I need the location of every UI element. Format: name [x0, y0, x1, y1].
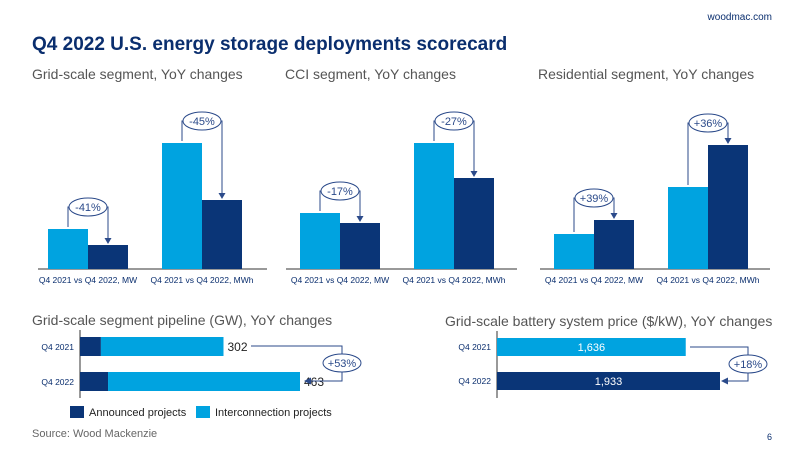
bar-interconnection — [100, 337, 224, 356]
bar-q4-2021 — [668, 187, 708, 269]
category-label: Q4 2021 vs Q4 2022, MWh — [657, 275, 760, 285]
category-label: Q4 2021 — [41, 342, 74, 352]
change-annotation-label: -17% — [327, 186, 353, 198]
arrow-icon — [610, 213, 618, 219]
bar-interconnection — [108, 372, 301, 391]
change-annotation-label: -45% — [189, 116, 215, 128]
arrow-icon — [304, 377, 311, 385]
category-label: Q4 2021 vs Q4 2022, MW — [291, 275, 389, 285]
category-label: Q4 2021 — [458, 342, 491, 352]
bar-q4-2022 — [454, 178, 494, 269]
chart-title-price: Grid-scale battery system price ($/kW), … — [445, 313, 773, 329]
change-annotation-ellipse — [434, 111, 474, 131]
category-label: Q4 2022 — [458, 376, 491, 386]
chart-title-pipeline: Grid-scale segment pipeline (GW), YoY ch… — [32, 312, 333, 328]
bar-price — [497, 338, 686, 356]
change-annotation-label: -27% — [441, 116, 467, 128]
arrow-icon — [356, 216, 364, 222]
bar-q4-2022 — [708, 145, 748, 269]
change-annotation-ellipse — [182, 111, 222, 131]
category-label: Q4 2021 vs Q4 2022, MW — [545, 275, 643, 285]
page-title: Q4 2022 U.S. energy storage deployments … — [32, 34, 508, 55]
change-annotation-ellipse — [574, 188, 614, 208]
brand-url[interactable]: woodmac.com — [707, 12, 772, 23]
category-label: Q4 2021 vs Q4 2022, MWh — [403, 275, 506, 285]
value-label: 1,636 — [578, 342, 606, 354]
category-label: Q4 2022 — [41, 377, 74, 387]
page-number: 6 — [766, 432, 772, 442]
value-label: 1,933 — [595, 376, 623, 388]
bar-price — [497, 372, 720, 390]
bar-q4-2022 — [340, 223, 380, 269]
change-annotation-label: -41% — [75, 202, 101, 214]
bar-q4-2021 — [554, 234, 594, 269]
price-change-label: +18% — [734, 359, 763, 371]
legend-swatch-announced — [70, 406, 84, 418]
arrow-icon — [724, 138, 732, 144]
arrow-icon — [104, 238, 112, 244]
arrow-icon — [470, 171, 478, 177]
bar-q4-2022 — [594, 220, 634, 269]
chart-title-grid: Grid-scale segment, YoY changes — [32, 66, 243, 82]
bar-announced — [80, 372, 109, 391]
pipeline-change-ellipse — [322, 353, 362, 373]
change-annotation-label: +39% — [580, 193, 609, 205]
legend-label-announced: Announced projects — [89, 407, 187, 419]
legend-label-interconnection: Interconnection projects — [215, 407, 332, 419]
chart-title-residential: Residential segment, YoY changes — [538, 66, 755, 82]
bar-q4-2021 — [414, 143, 454, 269]
source-note: Source: Wood Mackenzie — [32, 428, 158, 440]
bar-q4-2022 — [202, 200, 242, 269]
pipeline-change-label: +53% — [328, 358, 357, 370]
change-annotation-ellipse — [688, 113, 728, 133]
arrow-icon — [218, 193, 226, 199]
category-label: Q4 2021 vs Q4 2022, MW — [39, 275, 137, 285]
price-change-ellipse — [728, 354, 768, 374]
bar-q4-2021 — [300, 213, 340, 269]
change-annotation-ellipse — [320, 181, 360, 201]
change-annotation-label: +36% — [694, 118, 723, 130]
total-label: 302 — [227, 340, 247, 354]
bar-q4-2021 — [162, 143, 202, 269]
change-annotation-ellipse — [68, 197, 108, 217]
legend-swatch-interconnection — [196, 406, 210, 418]
arrow-icon — [721, 377, 728, 385]
category-label: Q4 2021 vs Q4 2022, MWh — [151, 275, 254, 285]
bar-q4-2022 — [88, 245, 128, 269]
bar-q4-2021 — [48, 229, 88, 269]
bar-announced — [80, 337, 101, 356]
chart-title-cci: CCI segment, YoY changes — [285, 66, 456, 82]
